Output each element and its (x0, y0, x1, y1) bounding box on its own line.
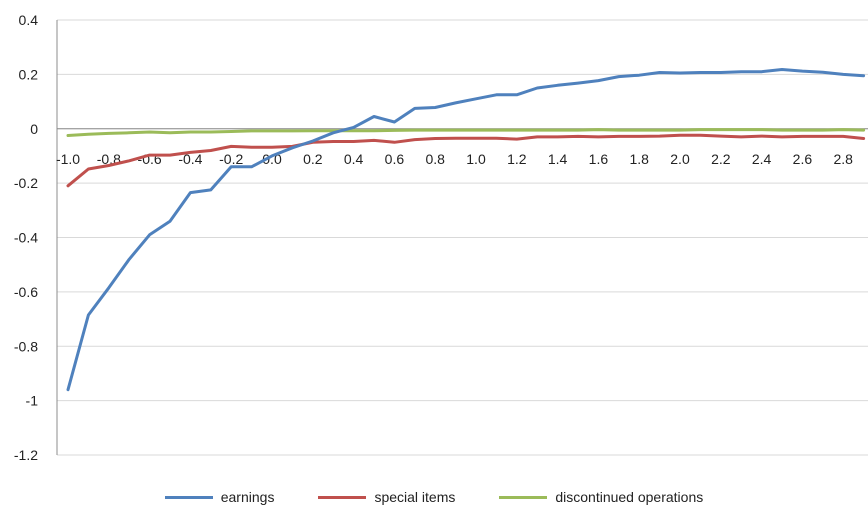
y-tick-label: -0.4 (14, 230, 38, 246)
legend-item-discontinued-operations: discontinued operations (499, 489, 703, 505)
x-axis-ticks: -1.0 -0.8 -0.6 -0.4 -0.2 0.0 0.2 0.4 0.6 0.8 1.0 1.… (56, 151, 853, 167)
legend-label-discontinued-operations: discontinued operations (555, 489, 704, 505)
x-tick-label: 2.2 (711, 151, 731, 167)
line-chart: 0.4 0.2 0 -0.2 -0.4 -0.6 -0.8 -1 -1.2 -1.0 -0.8 -0… (14, 12, 868, 463)
y-tick-label: -1 (26, 393, 39, 409)
x-tick-label: 2.4 (752, 151, 772, 167)
x-tick-label: 2.0 (670, 151, 690, 167)
x-tick-label: -1.0 (56, 151, 80, 167)
x-tick-label: -0.2 (219, 151, 243, 167)
x-tick-label: 2.8 (833, 151, 853, 167)
x-tick-label: 0.6 (385, 151, 405, 167)
x-tick-label: 0.4 (344, 151, 364, 167)
y-tick-label: 0.2 (19, 66, 39, 82)
x-tick-label: 1.8 (629, 151, 649, 167)
gridlines (57, 19, 868, 456)
y-tick-label: -0.8 (14, 338, 38, 354)
y-tick-label: 0.4 (19, 12, 39, 28)
legend: earnings special items discontinued oper… (0, 486, 868, 508)
y-tick-label: -1.2 (14, 447, 38, 463)
series-line-earnings (66, 68, 866, 392)
x-tick-label: 2.6 (793, 151, 813, 167)
x-tick-label: 0.8 (425, 151, 445, 167)
legend-swatch-special-items (318, 495, 367, 499)
x-tick-label: 1.2 (507, 151, 527, 167)
y-axis-ticks: 0.4 0.2 0 -0.2 -0.4 -0.6 -0.8 -1 -1.2 (14, 12, 38, 463)
x-tick-label: 1.6 (589, 151, 609, 167)
legend-item-special-items: special items (318, 489, 455, 505)
legend-label-special-items: special items (374, 489, 456, 505)
legend-swatch-discontinued-operations (499, 495, 548, 499)
x-tick-label: 1.4 (548, 151, 568, 167)
legend-swatch-earnings (164, 495, 213, 499)
series-line-special-items (66, 133, 866, 188)
y-tick-label: 0 (30, 121, 38, 137)
y-tick-label: -0.2 (14, 175, 38, 191)
legend-item-earnings: earnings (164, 489, 275, 505)
x-tick-label: 1.0 (466, 151, 486, 167)
legend-label-earnings: earnings (220, 489, 275, 505)
x-tick-label: 0.2 (303, 151, 323, 167)
series-lines (66, 68, 866, 392)
y-tick-label: -0.6 (14, 284, 38, 300)
series-line-discontinued-operations (66, 128, 866, 137)
x-tick-label: -0.4 (178, 151, 202, 167)
